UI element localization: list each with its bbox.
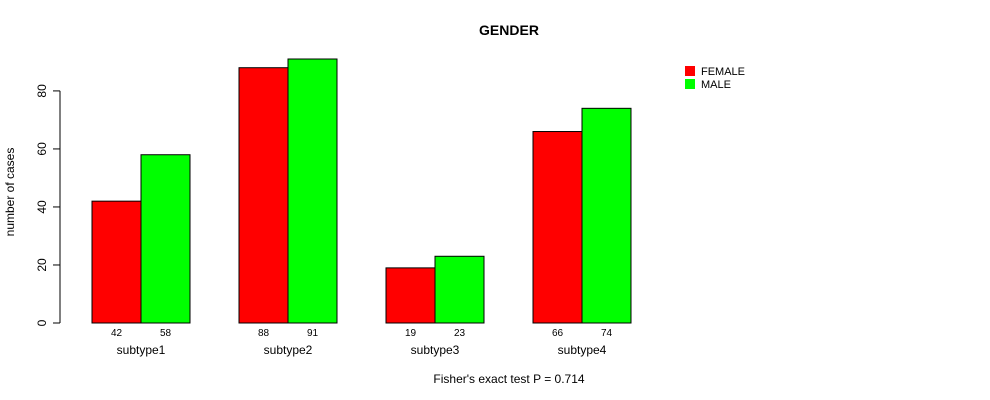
y-axis: 0 20 40 60 80	[35, 84, 61, 326]
data-label-female-subtype1: 42	[111, 328, 123, 339]
bar-male-subtype3	[434, 255, 485, 324]
bar-female-subtype4	[532, 131, 583, 324]
fisher-test-footnote: Fisher's exact test P = 0.714	[433, 372, 584, 386]
data-label-male-subtype4: 74	[601, 328, 613, 339]
data-label-female-subtype4: 66	[552, 328, 564, 339]
category-label-subtype2: subtype2	[264, 343, 313, 357]
y-tick-label: 20	[35, 258, 49, 272]
bar-female-subtype3	[385, 267, 436, 324]
data-label-male-subtype1: 58	[160, 328, 172, 339]
data-label-female-subtype3: 19	[405, 328, 417, 339]
bar-female-subtype2	[238, 67, 289, 324]
bar-male-subtype2	[287, 58, 338, 324]
category-labels-group: subtype1 subtype2 subtype3 subtype4	[117, 343, 607, 357]
legend-label-female: FEMALE	[701, 66, 745, 78]
category-label-subtype3: subtype3	[411, 343, 460, 357]
bar-male-subtype4	[581, 107, 632, 324]
y-tick-label: 60	[35, 142, 49, 156]
bars-group	[91, 58, 632, 324]
y-tick-label: 40	[35, 200, 49, 214]
data-labels-group: 42 58 88 91 19 23 66 74	[111, 328, 613, 339]
legend-label-male: MALE	[701, 79, 731, 91]
bar-female-subtype1	[91, 200, 142, 324]
legend-swatch-male	[685, 79, 695, 89]
data-label-male-subtype2: 91	[307, 328, 319, 339]
data-label-male-subtype3: 23	[454, 328, 466, 339]
bar-male-subtype1	[140, 154, 191, 324]
legend-swatch-female	[685, 66, 695, 76]
y-axis-label: number of cases	[3, 148, 17, 237]
chart-title: GENDER	[479, 22, 539, 38]
category-label-subtype1: subtype1	[117, 343, 166, 357]
y-tick-label: 0	[35, 319, 49, 326]
category-label-subtype4: subtype4	[558, 343, 607, 357]
y-tick-label: 80	[35, 84, 49, 98]
data-label-female-subtype2: 88	[258, 328, 270, 339]
